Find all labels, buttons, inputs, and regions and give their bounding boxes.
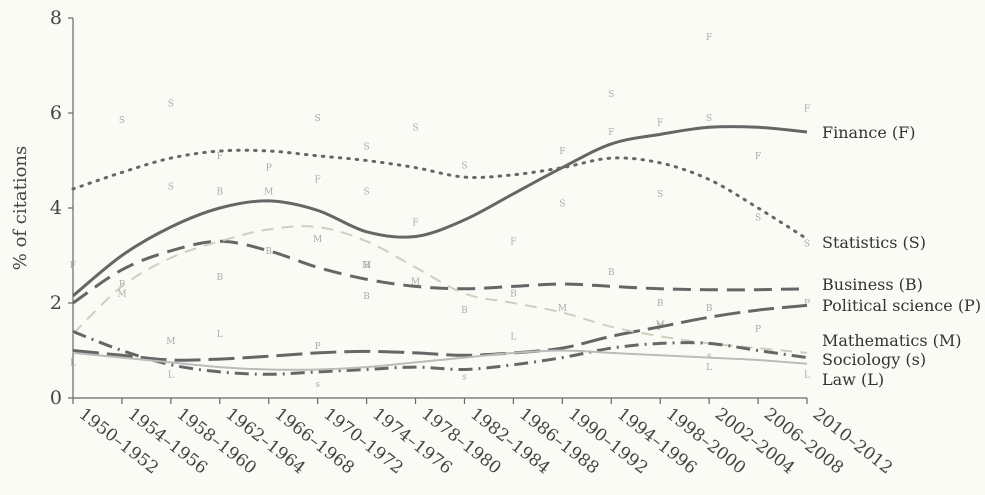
y-tick-label: 2: [50, 292, 62, 314]
scatter-point: M: [558, 304, 567, 314]
scatter-point: S: [657, 190, 663, 200]
scatter-point: S: [119, 116, 125, 126]
scatter-point: P: [315, 342, 321, 352]
y-axis-label: % of citations: [10, 146, 31, 271]
scatter-point: S: [364, 187, 370, 197]
scatter-point: M: [411, 278, 420, 288]
series-label: Statistics (S): [822, 233, 926, 252]
scatter-point: F: [70, 261, 76, 271]
scatter-point: P: [119, 280, 125, 290]
data-letter-points: F F F F F F F F F F F S S S S S S S S S S S S S S B B B B B B B B B B P P P P P…: [70, 33, 810, 390]
scatter-point: S: [168, 100, 174, 110]
scatter-point: F: [315, 176, 321, 186]
scatter-point: S: [559, 199, 565, 209]
scatter-point: F: [510, 237, 516, 247]
scatter-point: B: [608, 268, 615, 278]
series-labels: Finance (F) Statistics (S) Business (B) Pol…: [822, 123, 981, 389]
scatter-point: S: [364, 142, 370, 152]
scatter-point: B: [216, 187, 223, 197]
scatter-point: L: [706, 363, 712, 373]
scatter-point: F: [412, 218, 418, 228]
series-line-3: [72, 303, 808, 362]
series-label: Political science (P): [822, 296, 981, 315]
scatter-point: S: [168, 183, 174, 193]
scatter-point: B: [657, 299, 664, 309]
series-line-6: [72, 349, 808, 371]
y-tick-label: 0: [50, 387, 62, 409]
scatter-point: B: [706, 304, 713, 314]
scatter-point: B: [363, 292, 370, 302]
scatter-point: L: [510, 332, 516, 342]
scatter-point: P: [804, 299, 810, 309]
y-tick-label: 8: [50, 7, 62, 29]
series-line-0: [72, 125, 808, 298]
scatter-point: M: [166, 337, 175, 347]
series-line-5: [72, 330, 808, 376]
scatter-point: M: [264, 187, 273, 197]
series-label: Sociology (s): [822, 350, 926, 369]
scatter-point: F: [657, 119, 663, 129]
scatter-point: B: [510, 290, 517, 300]
axes: 024681950–19521954–19561958–19601962–196…: [50, 7, 896, 478]
scatter-point: L: [70, 358, 76, 368]
series-lines: [71, 125, 809, 376]
scatter-point: s: [707, 351, 712, 361]
scatter-point: S: [608, 90, 614, 100]
scatter-point: F: [755, 152, 761, 162]
scatter-point: P: [266, 164, 272, 174]
scatter-point: F: [804, 104, 810, 114]
scatter-point: s: [462, 373, 467, 383]
scatter-point: F: [706, 33, 712, 43]
scatter-point: S: [706, 114, 712, 124]
series-line-4: [72, 225, 808, 354]
scatter-point: B: [265, 247, 272, 257]
scatter-point: M: [362, 261, 371, 271]
scatter-point: F: [217, 152, 223, 162]
scatter-point: M: [313, 235, 322, 245]
scatter-point: S: [804, 240, 810, 250]
series-label: Business (B): [822, 275, 923, 294]
y-tick-label: 6: [50, 102, 62, 124]
scatter-point: S: [315, 114, 321, 124]
scatter-point: S: [755, 214, 761, 224]
scatter-point: B: [461, 306, 468, 316]
series-label: Mathematics (M): [822, 331, 962, 350]
series-label: Finance (F): [822, 123, 915, 142]
y-tick-label: 4: [50, 197, 62, 219]
scatter-point: L: [217, 330, 223, 340]
scatter-point: B: [363, 261, 370, 271]
series-label: Law (L): [822, 370, 884, 389]
scatter-point: F: [608, 128, 614, 138]
scatter-point: s: [315, 380, 320, 390]
scatter-point: S: [461, 161, 467, 171]
scatter-point: S: [412, 123, 418, 133]
series-line-1: [71, 148, 809, 241]
scatter-point: L: [168, 370, 174, 380]
scatter-point: P: [755, 325, 761, 335]
series-line-2: [72, 239, 808, 305]
scatter-point: B: [216, 273, 223, 283]
scatter-point: F: [559, 147, 565, 157]
scatter-point: M: [117, 290, 126, 300]
scatter-point: L: [804, 370, 810, 380]
